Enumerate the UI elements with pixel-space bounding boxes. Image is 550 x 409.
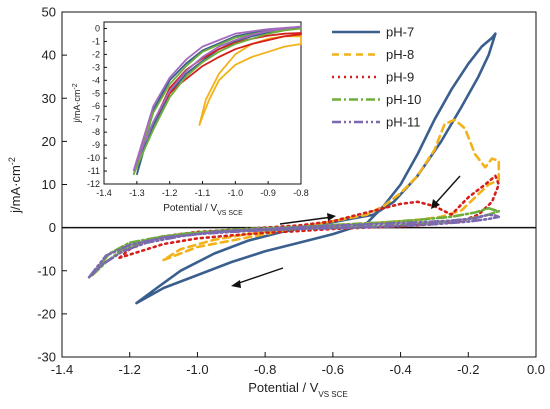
legend-label-ph-11: pH-11 <box>386 115 420 130</box>
inset-series-line-ph-10 <box>132 27 302 176</box>
inset-ticks: -1.4 -1.3 -1.2 -1.1 -1.0 -0.9 -0.8 0 -1 -2 -3 -4 -5 -… <box>87 23 309 198</box>
main-y-tick-label: 10 <box>42 177 56 192</box>
main-y-tick-label: 50 <box>42 5 56 20</box>
arrow-forward-head <box>327 213 336 221</box>
inset-x-tick-label: -0.9 <box>260 188 276 198</box>
arrow-reverse-lower-head <box>231 280 241 288</box>
inset-y-axis-label: j/mA·cm-2 <box>72 83 83 123</box>
inset-x-tick-label: -1.4 <box>96 188 112 198</box>
inset-series-line-ph-8 <box>198 35 302 127</box>
legend-label-ph-10: pH-10 <box>386 92 421 107</box>
legend-label-ph-7: pH-7 <box>386 25 414 40</box>
main-y-tick-label: 40 <box>42 48 56 63</box>
inset-y-tick-label: -2 <box>92 49 100 59</box>
main-x-tick-label: -0.2 <box>457 362 479 377</box>
inset-series-line-ph-9 <box>155 32 302 118</box>
inset-x-tick-label: -1.1 <box>195 188 211 198</box>
inset-y-tick-label: 0 <box>95 23 100 33</box>
inset-y-tick-label: -5 <box>92 88 100 98</box>
main-series <box>87 32 501 305</box>
main-ticks: -1.4 -1.2 -1.0 -0.8 -0.6 -0.4 -0.2 0.0-30-20-10… <box>37 5 545 378</box>
main-y-tick-label: -30 <box>37 350 56 365</box>
main-y-tick-label: -20 <box>37 306 56 321</box>
inset-y-tick-label: -1 <box>92 36 100 46</box>
inset-background <box>70 14 320 212</box>
main-x-tick-label: -1.4 <box>51 362 73 377</box>
legend: pH-7 pH-8 pH-9 pH-10 pH-11 <box>332 25 421 130</box>
arrow-reverse-upper-head <box>431 199 440 209</box>
legend-label-ph-9: pH-9 <box>386 70 414 85</box>
inset-y-tick-label: -11 <box>88 166 100 176</box>
inset-x-tick-label: -1.0 <box>228 188 244 198</box>
main-x-tick-label: -1.2 <box>119 362 141 377</box>
main-x-tick-label: -0.6 <box>322 362 344 377</box>
main-x-tick-label: -0.4 <box>389 362 411 377</box>
inset-y-tick-label: -8 <box>92 127 100 137</box>
main-series-line-ph-11 <box>87 213 501 279</box>
inset-y-tick-label: -12 <box>87 179 100 189</box>
inset-y-tick-label: -7 <box>92 114 100 124</box>
legend-label-ph-8: pH-8 <box>386 47 414 62</box>
arrow-reverse-lower <box>235 267 284 285</box>
inset-x-axis-label: Potential / VVS SCE <box>163 203 243 217</box>
inset-x-tick-label: -0.8 <box>293 188 309 198</box>
inset-y-tick-label: -6 <box>92 101 100 111</box>
inset-y-tick-label: -4 <box>92 75 100 85</box>
main-x-tick-label: -0.8 <box>254 362 276 377</box>
main-series-line-ph-7 <box>135 32 497 305</box>
inset-y-tick-label: -9 <box>92 140 100 150</box>
inset-x-tick-label: -1.2 <box>162 188 178 198</box>
main-y-tick-label: 0 <box>49 220 56 235</box>
main-x-tick-label: -1.0 <box>186 362 208 377</box>
main-y-tick-label: 30 <box>42 91 56 106</box>
main-y-tick-label: 20 <box>42 134 56 149</box>
inset-series-line-ph-11 <box>132 25 302 172</box>
main-y-tick-label: -10 <box>37 263 56 278</box>
inset-series <box>132 25 302 176</box>
arrow-reverse-upper <box>433 175 461 206</box>
scan-direction-arrows <box>231 175 461 288</box>
main-x-axis-label: Potential / VVS SCE <box>248 380 347 399</box>
inset-x-tick-label: -1.3 <box>129 188 145 198</box>
main-y-axis-label: j/mA·cm-2 <box>7 157 23 214</box>
arrow-forward-scan <box>279 216 333 225</box>
main-x-tick-label: 0.0 <box>527 362 545 377</box>
inset-y-tick-label: -3 <box>92 62 100 72</box>
inset-y-tick-label: -10 <box>87 153 100 163</box>
